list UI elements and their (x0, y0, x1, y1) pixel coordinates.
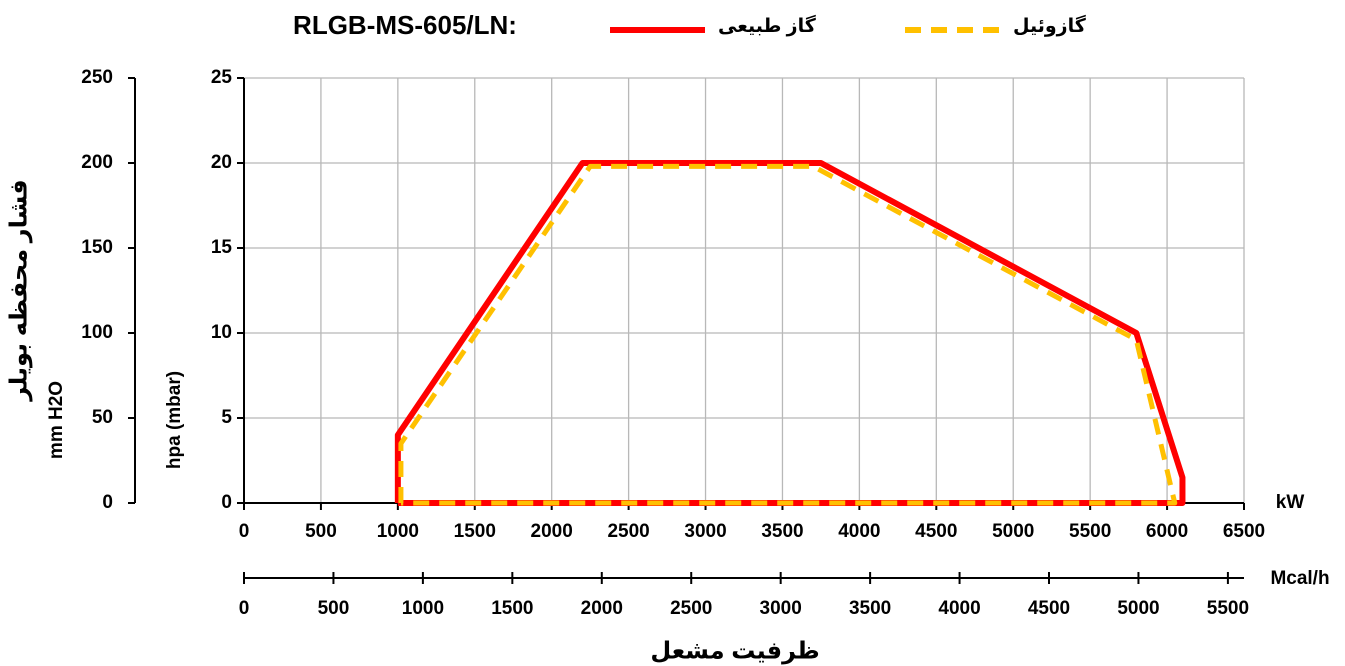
x-tick-label: 2000 (531, 521, 573, 542)
y-tick-label: 10 (211, 322, 232, 343)
x-tick-label: 6000 (1146, 521, 1188, 542)
x-title: ظرفیت مشعل (650, 637, 819, 664)
legend-label: گاز طبیعی (718, 14, 817, 37)
x2-tick-label: 4500 (1028, 598, 1070, 619)
y2-tick-label: 250 (81, 67, 113, 88)
y-axis-label: hpa (mbar) (164, 371, 185, 469)
y-tick-label: 20 (211, 152, 232, 173)
x-tick-label: 5000 (992, 521, 1034, 542)
y-tick-label: 0 (221, 492, 232, 513)
x-tick-label: 4000 (838, 521, 880, 542)
y2-tick-label: 200 (81, 152, 113, 173)
x-tick-label: 4500 (915, 521, 957, 542)
y2-tick-label: 150 (81, 237, 113, 258)
y2-tick-label: 50 (92, 407, 113, 428)
x2-tick-label: 3000 (760, 598, 802, 619)
y2-tick-label: 100 (81, 322, 113, 343)
x-axis-label: kW (1276, 492, 1305, 513)
x-tick-label: 1000 (377, 521, 419, 542)
x-tick-label: 3000 (684, 521, 726, 542)
x2-tick-label: 2000 (581, 598, 623, 619)
series-line (398, 163, 1178, 506)
y-tick-label: 25 (211, 67, 233, 88)
x2-tick-label: 4000 (938, 598, 980, 619)
x2-tick-label: 0 (239, 598, 250, 619)
x-tick-label: 3500 (761, 521, 803, 542)
legend-label: گازوئیل (1013, 14, 1087, 37)
x-tick-label: 0 (239, 521, 250, 542)
x2-tick-label: 1000 (402, 598, 444, 619)
y-tick-label: 5 (221, 407, 232, 428)
series-line (394, 160, 1186, 506)
x-tick-label: 500 (305, 521, 337, 542)
x2-tick-label: 5000 (1117, 598, 1159, 619)
x-tick-label: 1500 (454, 521, 496, 542)
x2-tick-label: 5500 (1207, 598, 1249, 619)
chart-title: RLGB-MS-605/LN: (293, 10, 517, 40)
y-title: فشار محفظه بویلر (5, 179, 32, 401)
y2-axis-label: mm H2O (46, 381, 67, 459)
x2-tick-label: 3500 (849, 598, 891, 619)
x2-tick-label: 500 (318, 598, 350, 619)
x2-tick-label: 2500 (670, 598, 712, 619)
x-tick-label: 2500 (607, 521, 649, 542)
x-tick-label: 6500 (1223, 521, 1265, 542)
y-tick-label: 15 (211, 237, 233, 258)
y2-tick-label: 0 (102, 492, 113, 513)
x2-axis-label: Mcal/h (1270, 568, 1329, 589)
x-tick-label: 5500 (1069, 521, 1111, 542)
x2-tick-label: 1500 (491, 598, 533, 619)
